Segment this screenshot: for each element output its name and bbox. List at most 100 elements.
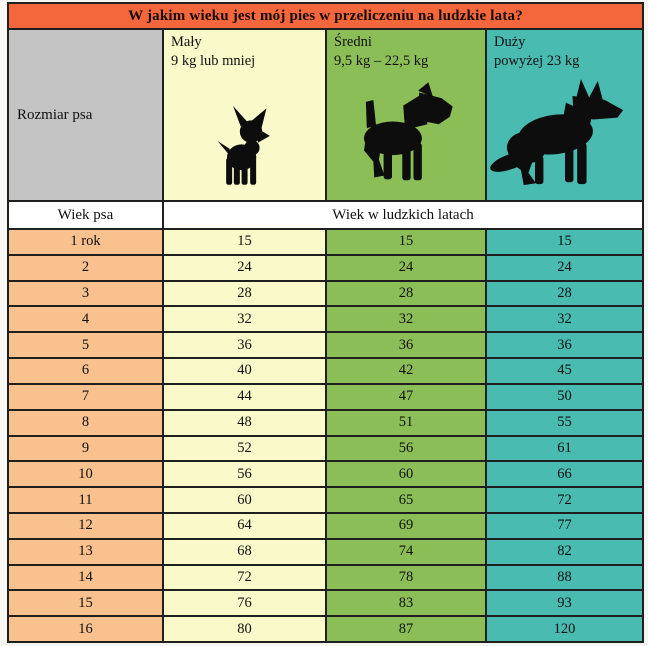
human-age-medium-cell: 47 — [325, 382, 487, 411]
human-age-header: Wiek w ludzkich latach — [161, 200, 645, 230]
medium-dog-label: Średni — [334, 34, 372, 50]
large-dog-label: Duży — [494, 34, 526, 50]
small-dog-weight: 9 kg lub mniej — [171, 52, 256, 69]
human-age-small-cell: 64 — [162, 511, 327, 540]
table-row: 12 64 69 77 — [7, 511, 645, 540]
human-age-small-cell: 72 — [162, 563, 327, 592]
human-age-small-cell: 44 — [162, 382, 327, 411]
dog-age-cell: 1 rok — [7, 228, 164, 256]
dog-age-cell: 15 — [7, 589, 164, 618]
human-age-small-cell: 68 — [162, 537, 327, 566]
dog-age-cell: 8 — [7, 408, 164, 437]
table-row: 2 24 24 24 — [7, 253, 645, 282]
dog-age-cell: 13 — [7, 537, 164, 566]
human-age-small-cell: 56 — [162, 460, 327, 489]
medium-dog-header-text: Średni 9,5 kg – 22,5 kg — [327, 30, 485, 71]
small-dog-icon — [217, 105, 270, 185]
human-age-medium-cell: 69 — [325, 511, 487, 540]
table-row: 5 36 36 36 — [7, 331, 645, 360]
human-age-large-cell: 72 — [484, 486, 645, 514]
table-row: 8 48 51 55 — [7, 408, 645, 437]
small-dog-column-header: Mały 9 kg lub mniej — [162, 28, 327, 202]
human-age-small-cell: 80 — [162, 615, 327, 643]
human-age-small-cell: 28 — [162, 279, 327, 308]
human-age-medium-cell: 36 — [325, 331, 487, 360]
title-row: W jakim wieku jest mój pies w przeliczen… — [6, 2, 645, 30]
table-row: 13 68 74 82 — [7, 537, 645, 566]
dog-age-cell: 16 — [7, 615, 164, 643]
size-row: Rozmiar psa Mały 9 kg lub mniej — [7, 28, 645, 202]
table-row: 14 72 78 88 — [7, 563, 645, 592]
human-age-large-cell: 28 — [484, 279, 645, 308]
large-dog-column-header: Duży powyżej 23 kg — [484, 28, 645, 202]
human-age-large-cell: 36 — [484, 331, 645, 360]
table-row: 11 60 65 72 — [7, 486, 645, 514]
human-age-large-cell: 66 — [484, 460, 645, 489]
dog-age-cell: 3 — [7, 279, 164, 308]
human-age-medium-cell: 28 — [325, 279, 487, 308]
medium-dog-weight: 9,5 kg – 22,5 kg — [334, 52, 429, 69]
human-age-small-cell: 32 — [162, 305, 327, 334]
human-age-medium-cell: 87 — [325, 615, 487, 643]
table-row: 10 56 60 66 — [7, 460, 645, 489]
human-age-small-cell: 60 — [162, 486, 327, 514]
table-row: 1 rok 15 15 15 — [7, 228, 645, 256]
dog-age-cell: 9 — [7, 434, 164, 463]
dog-age-table: W jakim wieku jest mój pies w przeliczen… — [6, 2, 645, 643]
human-age-medium-cell: 15 — [325, 228, 487, 256]
human-age-small-cell: 24 — [162, 253, 327, 282]
small-dog-label: Mały — [171, 34, 202, 50]
human-age-large-cell: 15 — [484, 228, 645, 256]
human-age-large-cell: 50 — [484, 382, 645, 411]
human-age-large-cell: 82 — [484, 537, 645, 566]
human-age-medium-cell: 78 — [325, 563, 487, 592]
dog-age-cell: 4 — [7, 305, 164, 334]
age-rows: 1 rok 15 15 15 2 24 24 24 3 28 28 28 4 3… — [7, 228, 645, 643]
large-dog-weight: powyżej 23 kg — [494, 52, 580, 69]
small-dog-header-text: Mały 9 kg lub mniej — [164, 30, 325, 71]
table-row: 4 32 32 32 — [7, 305, 645, 334]
human-age-large-cell: 88 — [484, 563, 645, 592]
age-column-header: Wiek psa — [7, 200, 164, 230]
human-age-medium-cell: 42 — [325, 357, 487, 385]
table-row: 15 76 83 93 — [7, 589, 645, 618]
dog-age-cell: 2 — [7, 253, 164, 282]
human-age-medium-cell: 74 — [325, 537, 487, 566]
dog-age-cell: 10 — [7, 460, 164, 489]
human-age-large-cell: 120 — [484, 615, 645, 643]
table-row: 3 28 28 28 — [7, 279, 645, 308]
human-age-large-cell: 32 — [484, 305, 645, 334]
dog-age-cell: 14 — [7, 563, 164, 592]
table-title: W jakim wieku jest mój pies w przeliczen… — [6, 2, 645, 30]
dog-age-cell: 11 — [7, 486, 164, 514]
table-row: 9 52 56 61 — [7, 434, 645, 463]
size-label: Rozmiar psa — [17, 106, 93, 123]
dog-age-cell: 7 — [7, 382, 164, 411]
large-dog-icon — [489, 79, 623, 186]
human-age-medium-cell: 65 — [325, 486, 487, 514]
human-age-small-cell: 15 — [162, 228, 327, 256]
table-row: 16 80 87 120 — [7, 615, 645, 643]
human-age-medium-cell: 51 — [325, 408, 487, 437]
large-dog-header-text: Duży powyżej 23 kg — [487, 30, 642, 71]
human-age-large-cell: 61 — [484, 434, 645, 463]
human-age-large-cell: 77 — [484, 511, 645, 540]
human-age-small-cell: 52 — [162, 434, 327, 463]
dog-age-cell: 6 — [7, 357, 164, 385]
dog-age-cell: 5 — [7, 331, 164, 360]
human-age-small-cell: 48 — [162, 408, 327, 437]
human-age-medium-cell: 60 — [325, 460, 487, 489]
human-age-medium-cell: 83 — [325, 589, 487, 618]
medium-dog-icon — [364, 82, 453, 181]
human-age-small-cell: 36 — [162, 331, 327, 360]
table-row: 6 40 42 45 — [7, 357, 645, 385]
size-label-cell: Rozmiar psa — [7, 28, 164, 202]
medium-dog-column-header: Średni 9,5 kg – 22,5 kg — [325, 28, 487, 202]
human-age-large-cell: 55 — [484, 408, 645, 437]
human-age-small-cell: 76 — [162, 589, 327, 618]
human-age-medium-cell: 24 — [325, 253, 487, 282]
human-age-large-cell: 24 — [484, 253, 645, 282]
table-row: 7 44 47 50 — [7, 382, 645, 411]
dog-age-cell: 12 — [7, 511, 164, 540]
